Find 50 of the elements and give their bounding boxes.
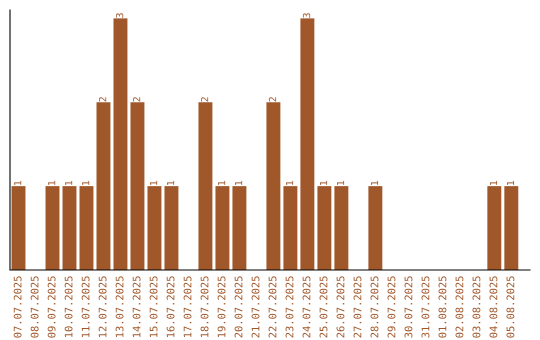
data-label: 1	[506, 180, 514, 185]
x-tick-label: 16.07.2025	[166, 276, 174, 338]
x-tick-label: 07.07.2025	[14, 276, 22, 338]
data-label: 1	[286, 180, 294, 185]
data-label: 2	[98, 97, 106, 102]
x-tick-label: 15.07.2025	[150, 276, 158, 338]
x-tick-label: 17.07.2025	[184, 276, 192, 338]
data-label: 1	[218, 180, 226, 185]
data-label: 1	[336, 180, 344, 185]
x-tick-label: 05.08.2025	[506, 276, 514, 338]
x-tick-label: 04.08.2025	[489, 276, 498, 338]
x-tick-label: 13.07.2025	[116, 276, 124, 338]
x-tick-label: 30.07.2025	[404, 276, 412, 338]
x-tick-label: 10.07.2025	[64, 276, 73, 338]
data-label: 1	[320, 180, 328, 185]
x-tick-label: 23.07.2025	[286, 276, 294, 338]
x-tick-label: 27.07.2025	[354, 276, 362, 338]
data-label: 2	[268, 97, 276, 102]
data-label: 1	[167, 180, 174, 185]
data-label: 1	[48, 180, 56, 185]
x-tick-label: 21.07.2025	[252, 276, 260, 338]
data-label: 1	[370, 180, 378, 185]
x-tick-label: 26.07.2025	[336, 276, 344, 338]
x-tick-label: 02.08.2025	[456, 276, 464, 338]
x-tick-label: 14.07.2025	[132, 276, 140, 338]
x-tick-label: 09.07.2025	[48, 276, 56, 338]
x-tick-label: 24.07.2025	[302, 276, 310, 338]
x-tick-label: 28.07.2025	[370, 276, 378, 338]
data-label: 1	[14, 180, 22, 185]
data-label: 1	[82, 180, 90, 185]
data-label: 1	[150, 180, 158, 185]
x-tick-label: 29.07.2025	[388, 276, 396, 338]
data-label: 2	[132, 97, 140, 102]
x-tick-label: 11.07.2025	[82, 276, 90, 338]
x-tick-label: 22.07.2025	[268, 276, 276, 338]
x-tick-label: 12.07.2025	[98, 276, 107, 338]
x-tick-label: 25.07.2025	[320, 276, 328, 338]
data-label: 3	[302, 13, 310, 18]
x-tick-label: 19.07.2025	[218, 276, 226, 338]
data-label: 2	[200, 97, 208, 102]
data-label: 1	[65, 180, 72, 185]
x-tick-label: 31.07.2025	[422, 276, 430, 338]
data-label: 1	[235, 180, 242, 185]
x-tick-label: 03.08.2025	[472, 276, 480, 338]
x-tick-label: 18.07.2025	[200, 276, 208, 338]
x-tick-label: 01.08.2025	[438, 276, 446, 338]
data-label: 3	[116, 13, 124, 18]
data-label: 1	[490, 180, 498, 185]
x-tick-label: 20.07.2025	[234, 276, 242, 338]
x-tick-label: 08.07.2025	[30, 276, 39, 338]
